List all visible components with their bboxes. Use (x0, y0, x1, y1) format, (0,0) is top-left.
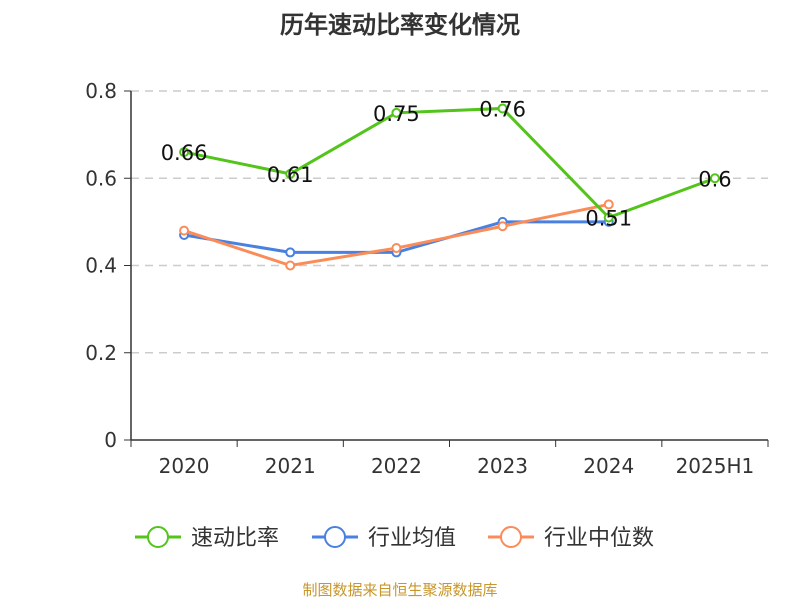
footer-source: 制图数据来自恒生聚源数据库 (302, 581, 497, 599)
data-label: 0.76 (479, 97, 526, 121)
data-point (603, 212, 614, 223)
data-label: 0.61 (267, 163, 314, 187)
y-tick-label: 0.8 (85, 79, 117, 103)
data-label: 0.6 (698, 167, 731, 191)
x-tick-label: 2025H1 (676, 454, 755, 478)
x-tick-label: 2024 (583, 454, 634, 478)
legend-marker (500, 526, 522, 548)
data-point (285, 260, 296, 271)
data-point (497, 221, 508, 232)
data-label: 0.66 (161, 141, 208, 165)
legend-label: 速动比率 (191, 526, 279, 551)
y-tick-label: 0.4 (85, 254, 117, 278)
data-point (179, 225, 190, 236)
y-tick-label: 0.6 (85, 166, 117, 190)
x-tick-label: 2023 (477, 454, 528, 478)
legend-marker (324, 526, 346, 548)
data-point (285, 168, 296, 179)
chart-title: 历年速动比率变化情况 (280, 11, 520, 39)
series-line-速动比率 (183, 106, 716, 220)
x-tick-label: 2021 (265, 454, 316, 478)
data-point (391, 243, 402, 254)
data-point (179, 147, 190, 158)
data-point (709, 173, 720, 184)
x-tick-label: 2020 (159, 454, 210, 478)
data-point (391, 107, 402, 118)
data-label: 0.51 (585, 207, 632, 231)
data-point (603, 199, 614, 210)
legend-label: 行业中位数 (544, 526, 654, 551)
x-tick-label: 2022 (371, 454, 422, 478)
data-point (285, 247, 296, 258)
legend-label: 行业均值 (368, 526, 456, 551)
data-point (497, 103, 508, 114)
data-label: 0.75 (373, 102, 420, 126)
y-tick-label: 0 (104, 428, 117, 452)
y-tick-label: 0.2 (85, 341, 117, 365)
legend-marker (147, 526, 169, 548)
